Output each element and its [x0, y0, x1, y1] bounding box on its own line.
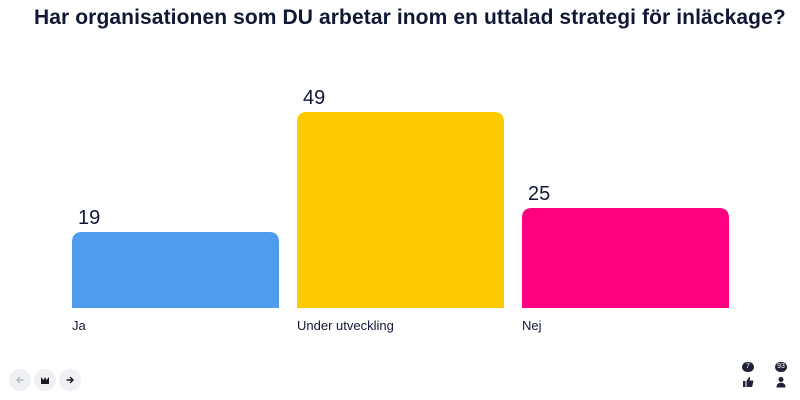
likes-count: 7	[742, 362, 754, 372]
bar-under-utveckling	[297, 112, 504, 308]
arrow-right-icon	[66, 376, 74, 384]
value-label-nej: 25	[528, 183, 550, 205]
back-button[interactable]	[9, 369, 31, 391]
logo-button[interactable]	[34, 369, 56, 391]
m-logo-icon	[41, 377, 49, 384]
person-icon	[776, 377, 786, 388]
category-label-ja: Ja	[72, 318, 87, 333]
category-label-nej: Nej	[522, 318, 542, 333]
forward-button[interactable]	[59, 369, 81, 391]
category-label-under-utveckling: Under utveckling	[297, 318, 394, 333]
value-label-under-utveckling: 49	[303, 87, 325, 109]
page-title: Har organisationen som DU arbetar inom e…	[34, 6, 786, 29]
bar-ja	[72, 232, 279, 308]
participants-indicator: 93	[769, 362, 793, 392]
arrow-left-icon	[16, 376, 24, 384]
value-label-ja: 19	[78, 207, 100, 229]
bar-chart: 19 Ja 49 Under utveckling 25 Nej	[72, 87, 729, 333]
likes-button[interactable]: 7	[736, 362, 760, 392]
thumbs-up-icon	[743, 377, 754, 387]
bar-nej	[522, 208, 729, 308]
participants-count: 93	[775, 362, 787, 372]
